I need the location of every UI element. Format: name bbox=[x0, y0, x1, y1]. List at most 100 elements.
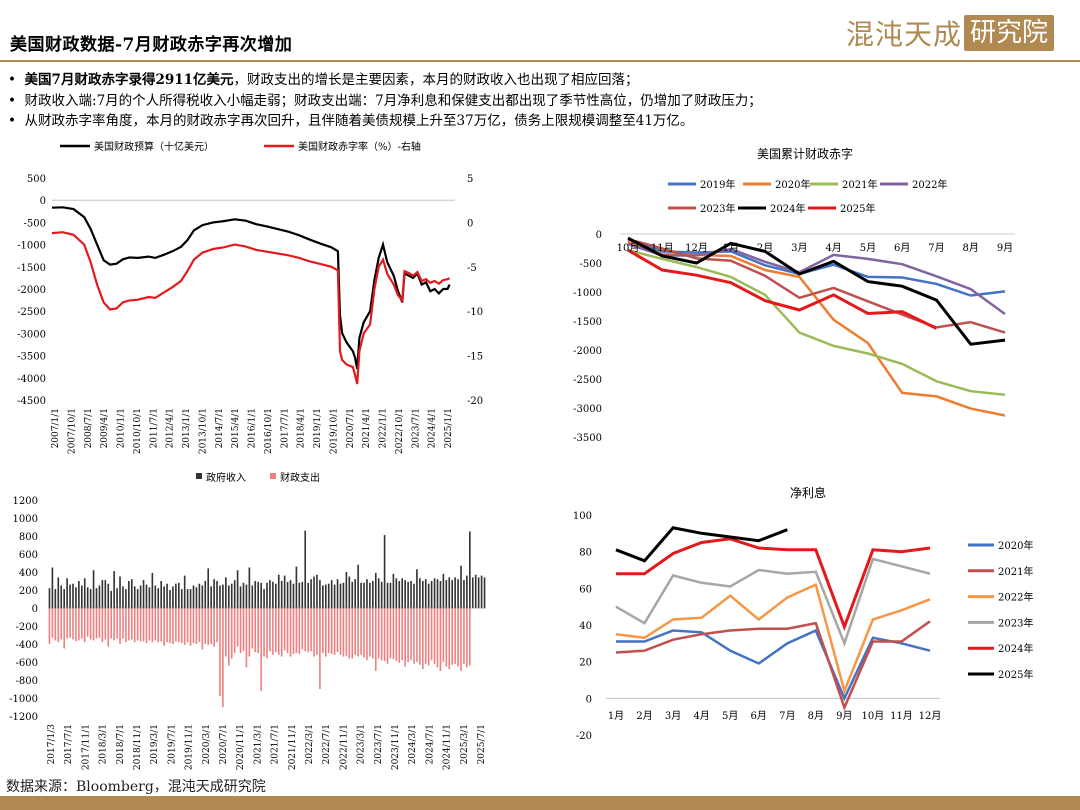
bar-receipts bbox=[339, 583, 342, 608]
bar-receipts bbox=[119, 576, 121, 608]
bar-outlays bbox=[180, 608, 183, 644]
x-axis-tick: 11月 bbox=[890, 710, 913, 722]
bar-receipts bbox=[319, 580, 321, 608]
y-axis-tick: -1000 bbox=[9, 694, 38, 705]
y-axis-tick: 800 bbox=[19, 532, 38, 543]
bar-receipts bbox=[342, 582, 345, 608]
x-axis-tick: 2012/4/1 bbox=[166, 408, 176, 448]
bar-receipts bbox=[401, 578, 404, 608]
legend-label-2020年: 2020年 bbox=[775, 178, 810, 191]
bar-receipts bbox=[225, 577, 227, 608]
bar-receipts bbox=[48, 588, 51, 608]
bar-outlays bbox=[186, 608, 189, 643]
bar-receipts bbox=[92, 570, 95, 608]
x-axis-tick: 2月 bbox=[757, 242, 773, 254]
bar-outlays bbox=[342, 608, 345, 657]
bar-receipts bbox=[148, 587, 151, 608]
bar-receipts bbox=[301, 581, 304, 608]
x-axis-tick: 2021/7/1 bbox=[271, 724, 281, 764]
bar-receipts bbox=[292, 583, 295, 608]
bar-receipts bbox=[178, 582, 180, 608]
bar-outlays bbox=[160, 608, 162, 642]
summary-bullets: • 美国7月财政赤字录得2911亿美元，财政支出的增长是主要因素，本月的财政收入… bbox=[8, 70, 762, 132]
bar-receipts bbox=[386, 582, 389, 608]
y-axis-tick: 200 bbox=[19, 586, 38, 597]
x-axis-tick: 2018/7/1 bbox=[116, 724, 126, 764]
x-axis-tick: 2025/1/1 bbox=[444, 408, 454, 448]
bar-outlays bbox=[295, 608, 298, 653]
bar-receipts bbox=[280, 581, 283, 608]
right-axis-tick: 0 bbox=[467, 218, 473, 229]
bar-outlays bbox=[145, 608, 148, 644]
x-axis-tick: 2020/7/1 bbox=[346, 408, 356, 448]
bar-outlays bbox=[130, 608, 133, 640]
bar-receipts bbox=[251, 585, 254, 608]
series-line-deficit-rate bbox=[51, 231, 451, 385]
bar-outlays bbox=[78, 608, 80, 641]
y-axis-tick: -20 bbox=[576, 731, 592, 742]
x-axis-tick: 2017/7/1 bbox=[64, 724, 74, 764]
y-axis-tick: -200 bbox=[16, 622, 38, 633]
legend-swatch-outlays bbox=[270, 473, 276, 479]
bar-outlays bbox=[148, 608, 151, 641]
series-line-2023年 bbox=[615, 557, 931, 647]
bar-outlays bbox=[172, 608, 174, 644]
bar-outlays bbox=[81, 608, 83, 639]
bar-receipts bbox=[471, 577, 474, 608]
bar-outlays bbox=[230, 608, 233, 659]
bar-outlays bbox=[83, 608, 86, 643]
bar-receipts bbox=[54, 589, 57, 608]
bar-receipts bbox=[380, 581, 383, 608]
x-axis-tick: 2024/11/1 bbox=[443, 724, 453, 770]
bar-receipts bbox=[86, 587, 89, 608]
bar-receipts bbox=[104, 580, 107, 608]
x-axis-tick: 12月 bbox=[685, 242, 708, 254]
bar-outlays bbox=[75, 608, 77, 642]
y-axis-tick: 0 bbox=[596, 230, 602, 241]
bar-outlays bbox=[292, 608, 295, 654]
bar-outlays bbox=[210, 608, 212, 644]
x-axis-tick: 2017/1/3 bbox=[47, 724, 57, 765]
bar-receipts bbox=[89, 589, 92, 608]
series-line-2023年 bbox=[627, 237, 1006, 334]
bullet-2: • 财政收入端:7月的个人所得税收入小幅走弱；财政支出端：7月净利息和保健支出都… bbox=[8, 92, 762, 109]
bar-outlays bbox=[275, 608, 277, 653]
bar-outlays bbox=[113, 608, 115, 641]
bar-outlays bbox=[413, 608, 415, 664]
bar-outlays bbox=[289, 608, 292, 657]
x-axis-tick: 1月 bbox=[723, 242, 739, 254]
bar-receipts bbox=[136, 589, 139, 608]
bar-receipts bbox=[272, 581, 274, 608]
bar-receipts bbox=[175, 583, 177, 608]
bar-outlays bbox=[201, 608, 204, 650]
bar-outlays bbox=[377, 608, 380, 659]
bar-outlays bbox=[225, 608, 227, 657]
bar-receipts bbox=[445, 580, 448, 608]
bar-receipts bbox=[313, 576, 315, 608]
x-axis-tick: 2016/1/1 bbox=[248, 408, 258, 448]
bar-outlays bbox=[304, 608, 307, 652]
bar-receipts bbox=[133, 586, 136, 608]
bar-outlays bbox=[466, 608, 468, 668]
x-axis-tick: 2024/7/1 bbox=[425, 724, 435, 764]
bar-receipts bbox=[336, 579, 339, 608]
legend-swatch-receipts bbox=[196, 473, 202, 479]
x-axis-tick: 11月 bbox=[651, 242, 674, 254]
bar-receipts bbox=[333, 584, 336, 608]
y-axis-tick: 600 bbox=[19, 550, 38, 561]
x-axis-tick: 2010/1/1 bbox=[117, 408, 127, 448]
cumulative-chart-title: 美国累计财政赤字 bbox=[757, 146, 853, 161]
bar-outlays bbox=[116, 608, 118, 639]
bar-receipts bbox=[383, 535, 386, 608]
x-axis-tick: 2月 bbox=[636, 710, 652, 722]
bar-outlays bbox=[283, 608, 286, 651]
bar-receipts bbox=[330, 580, 333, 608]
x-axis-tick: 2023/11/1 bbox=[391, 724, 401, 770]
bar-receipts bbox=[413, 583, 415, 608]
y-axis-tick: 60 bbox=[579, 584, 592, 595]
bar-receipts bbox=[442, 573, 445, 608]
y-axis-tick: -3000 bbox=[573, 404, 602, 415]
x-axis-tick: 2016/10/1 bbox=[264, 408, 274, 454]
bar-outlays bbox=[136, 608, 139, 641]
x-axis-tick: 2022/1/1 bbox=[379, 408, 389, 448]
